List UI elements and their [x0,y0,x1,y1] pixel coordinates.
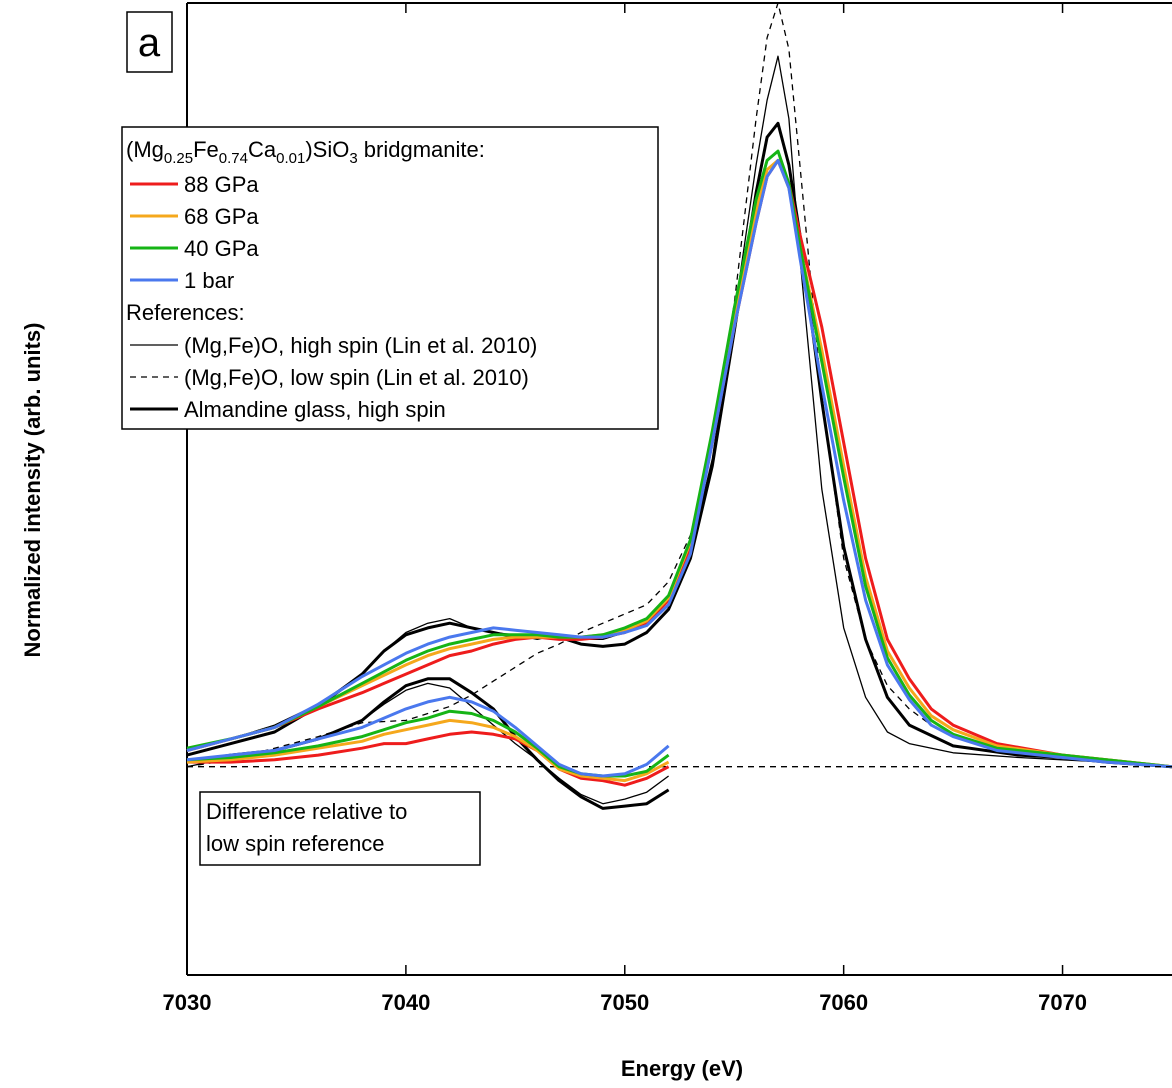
legend-label-1bar: 1 bar [184,268,234,293]
series-line-d_alm [186,677,670,810]
legend-box [121,126,659,430]
legend-label-almandine: Almandine glass, high spin [184,397,446,422]
x-ticks: 7030 7040 7050 7060 7070 [163,3,1087,1015]
legend-references-label: References: [126,300,245,325]
panel-letter: a [138,21,161,65]
series-line-d_68 [186,718,670,783]
legend-label-68gpa: 68 GPa [184,204,259,229]
x-tick-label-7070: 7070 [1038,990,1087,1015]
series-line-d_88 [187,730,670,787]
legend: (Mg0.25Fe0.74Ca0.01)SiO3 bridgmanite: 88… [121,126,659,430]
legend-label-low-spin: (Mg,Fe)O, low spin (Lin et al. 2010) [184,365,529,390]
x-axis-label: Energy (eV) [621,1056,743,1081]
series-line-d_1bar [186,695,670,778]
legend-title: (Mg0.25Fe0.74Ca0.01)SiO3 bridgmanite: [126,137,485,167]
legend-label-high-spin: (Mg,Fe)O, high spin (Lin et al. 2010) [184,333,537,358]
series-line-alm [186,121,1172,769]
annotation-line-1: Difference relative to [206,799,407,824]
difference-annotation: Difference relative to low spin referenc… [199,791,481,866]
x-tick-label-7060: 7060 [819,990,868,1015]
series-line-p40 [186,149,1172,769]
y-axis-label: Normalized intensity (arb. units) [20,323,45,658]
series-layer [186,2,1172,810]
annotation-line-2: low spin reference [206,831,385,856]
x-tick-label-7050: 7050 [600,990,649,1015]
series-line-p1bar [186,158,1172,769]
x-tick-label-7030: 7030 [163,990,212,1015]
legend-label-88gpa: 88 GPa [184,172,259,197]
legend-label-40gpa: 40 GPa [184,236,259,261]
x-tick-label-7040: 7040 [381,990,430,1015]
panel-label: a [126,11,173,73]
annotation-box [199,791,481,866]
